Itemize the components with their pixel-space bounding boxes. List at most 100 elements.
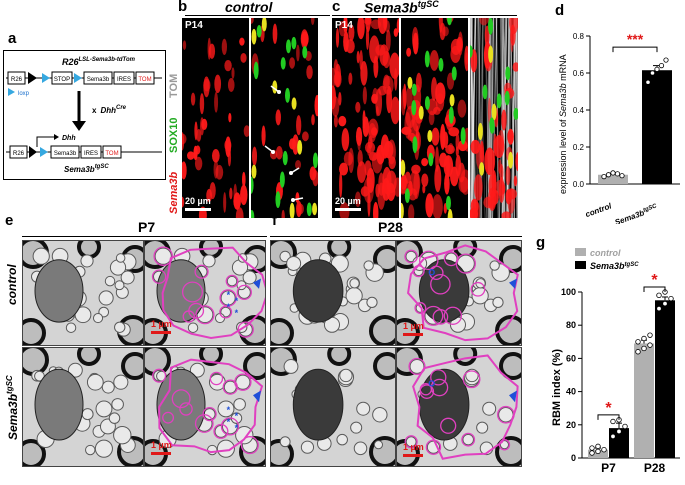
chart-d-point	[663, 57, 669, 63]
axon-trace	[240, 436, 259, 455]
chart-g-point	[656, 305, 662, 312]
axon	[409, 359, 425, 374]
tom-signal	[484, 25, 490, 47]
tom-signal	[470, 139, 481, 154]
arrowhead-marker	[253, 390, 261, 403]
sox10-nucleus	[312, 202, 318, 216]
sox10-nucleus	[513, 107, 518, 120]
chart-g-point	[589, 445, 595, 451]
tom-signal	[356, 50, 360, 64]
axon-trace	[496, 405, 515, 424]
tom-signal	[206, 188, 213, 202]
chart-d-point	[614, 171, 621, 177]
tom-signal	[385, 29, 391, 51]
chart-d-point	[649, 70, 656, 76]
sox10-nucleus	[451, 66, 457, 81]
micrograph-b-merge	[251, 18, 318, 218]
chart-g-point	[662, 300, 668, 307]
scale-label: 1 µm	[151, 440, 172, 450]
panel-a-frame	[3, 50, 166, 180]
sox10-nucleus	[407, 76, 413, 89]
tom-signal	[295, 160, 302, 170]
myelin-ring	[271, 439, 294, 466]
sox10-nucleus	[256, 25, 262, 38]
chart-g-point	[641, 345, 647, 352]
tom-signal	[512, 62, 518, 72]
tom-signal	[225, 136, 232, 158]
tom-signal	[507, 128, 514, 145]
axon	[242, 270, 257, 285]
loxp-site-2	[74, 73, 82, 83]
sox10-nucleus	[279, 171, 285, 188]
chart-d: expression level of Sema3b mRNA *** cont…	[558, 31, 680, 224]
axon	[202, 254, 216, 268]
chart-g-bar	[634, 343, 654, 458]
panel-c-underline	[332, 15, 517, 16]
chart-d-point	[601, 174, 607, 180]
tom-signal	[363, 176, 374, 204]
tom-signal	[405, 86, 413, 110]
sox10-nucleus	[470, 45, 473, 58]
chart-g-bracket	[643, 286, 666, 293]
chart-g-bar	[655, 300, 675, 458]
sox10-nucleus	[488, 45, 494, 64]
micrograph-c-merge	[401, 18, 468, 218]
legend-tg-label: Sema3btgSC	[590, 261, 639, 271]
svg-text:Sema3b: Sema3b	[87, 77, 110, 83]
axon	[456, 254, 475, 273]
tom-signal	[301, 31, 309, 47]
tom-signal	[296, 44, 300, 62]
axon-trace	[195, 305, 215, 325]
chart-g-point	[647, 342, 653, 348]
age-label: P14	[185, 20, 203, 31]
fiber	[515, 18, 518, 115]
axon	[353, 441, 368, 456]
chart-g-ytick-label: 80	[566, 320, 576, 330]
tom-signal	[464, 45, 468, 72]
myelin-ring	[499, 352, 521, 380]
tom-signal	[396, 18, 399, 33]
loxp-legend-icon	[8, 88, 15, 96]
result-loxp	[40, 147, 48, 157]
panel-g-label: g	[536, 234, 546, 251]
axon	[482, 401, 497, 416]
tom-signal	[470, 198, 479, 214]
arrowhead	[291, 198, 295, 202]
axon	[92, 312, 104, 324]
axon	[405, 436, 417, 448]
chart-d-ylabel: expression level of Sema3b mRNA	[558, 54, 568, 194]
sox10-nucleus	[504, 90, 510, 106]
tom-signal	[348, 24, 355, 41]
axon	[104, 275, 116, 287]
tom-signal	[442, 26, 449, 37]
myelin-ring	[369, 315, 395, 345]
row-label-tg: Sema3btgSC	[5, 375, 20, 440]
myelin-ring	[369, 436, 395, 466]
myelin-ring	[327, 241, 352, 259]
tom-signal	[302, 131, 309, 142]
tom-signal	[457, 140, 468, 152]
chart-d-ytick-label: 0.6	[573, 69, 585, 78]
tom-signal	[227, 78, 235, 92]
tom-signal	[333, 114, 338, 128]
tom-signal	[355, 126, 363, 146]
tom-signal	[243, 125, 249, 137]
myelin-ring	[121, 352, 143, 380]
chart-g-ylabel: RBM index (%)	[551, 349, 563, 426]
cross-arrow	[72, 121, 86, 131]
axon	[189, 362, 205, 378]
circle-marker	[428, 269, 435, 276]
myelin-ring	[495, 315, 521, 345]
axon	[114, 321, 126, 333]
svg-text:TOM: TOM	[138, 77, 151, 83]
tom-signal	[228, 112, 232, 123]
tom-signal	[448, 142, 454, 153]
tom-signal	[487, 97, 491, 124]
sox10-nucleus	[428, 152, 434, 167]
tom-signal	[241, 171, 246, 188]
axon-trace	[222, 379, 238, 395]
myelin-ring	[327, 348, 352, 366]
myelin-ring	[373, 352, 395, 380]
axon-trace	[414, 302, 427, 314]
axon-trace	[194, 264, 209, 279]
